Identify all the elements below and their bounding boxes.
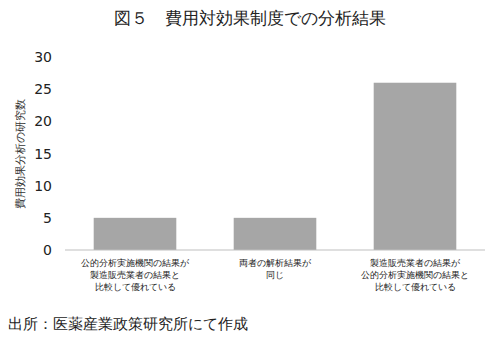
bar	[234, 218, 317, 250]
chart-container: 図５ 費用対効果制度での分析結果費用効果分析の研究数 0 5 10 15 20 25 30 公的…	[0, 0, 500, 342]
x-tick-label: 公的分析実施機関の結果が製造販売業者の結果と比較して優れている	[81, 258, 190, 292]
y-tick-label: 25	[34, 81, 52, 97]
x-tick-label-line: 製造販売業者の結果が	[370, 258, 461, 268]
y-tick-label: 20	[34, 113, 52, 129]
y-tick-label: 0	[43, 242, 52, 258]
x-tick-label-line: 公的分析実施機関の結果が	[81, 258, 190, 268]
x-tick-label-line: 同じ	[266, 270, 284, 280]
x-tick-label: 両者の解析結果が同じ	[239, 258, 312, 280]
x-tick-label-line: 公的分析実施機関の結果と	[361, 270, 469, 280]
chart-svg: 図５ 費用対効果制度での分析結果費用効果分析の研究数 0 5 10 15 20 25 30 公的…	[0, 0, 500, 342]
bar	[94, 218, 177, 250]
x-axis-line	[65, 250, 485, 251]
bar	[374, 83, 457, 250]
x-tick-label-line: 両者の解析結果が	[239, 258, 312, 268]
y-tick-label: 15	[34, 146, 52, 162]
y-tick-label: 5	[43, 210, 52, 226]
y-tick-label: 10	[34, 178, 52, 194]
source: 出所：医薬産業政策研究所にて作成	[8, 315, 248, 333]
bars	[94, 83, 457, 250]
y-axis-label: 費用効果分析の研究数	[14, 99, 27, 209]
y-tick-label: 30	[34, 49, 52, 65]
x-tick-label-line: 比較して優れている	[375, 282, 456, 292]
x-tick-label-line: 比較して優れている	[95, 282, 176, 292]
x-tick-label-line: 製造販売業者の結果と	[90, 270, 180, 280]
x-tick-label: 製造販売業者の結果が公的分析実施機関の結果と比較して優れている	[361, 258, 469, 292]
title: 図５ 費用対効果制度での分析結果	[114, 8, 386, 28]
